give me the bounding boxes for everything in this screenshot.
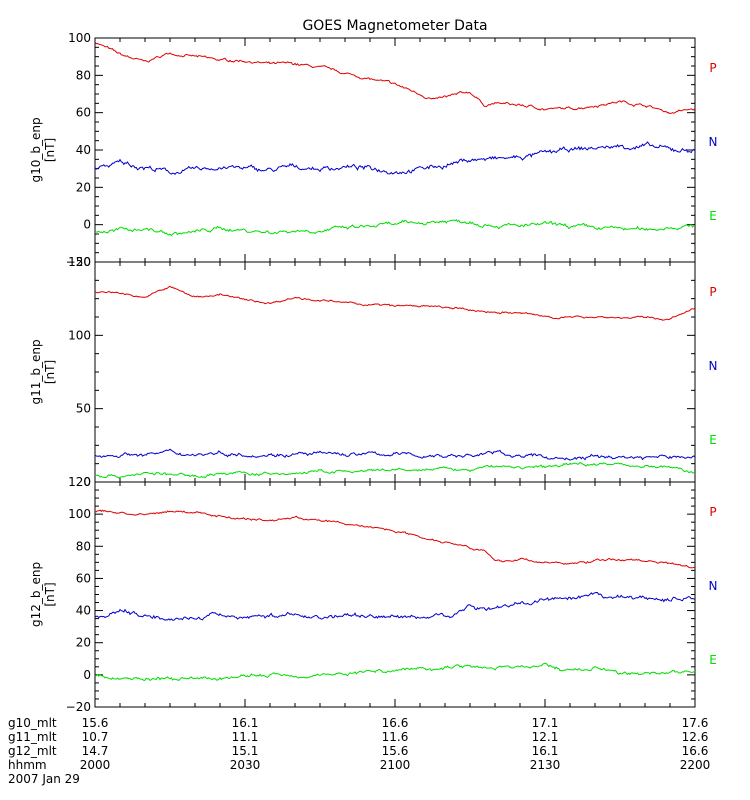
panel-1-ytick-label: 20 xyxy=(76,180,91,194)
panel-1-ytick-label: 100 xyxy=(68,31,91,45)
panel-1-ylabel: g10_b_enp xyxy=(29,117,43,182)
panel-2-ytick-label: 50 xyxy=(76,402,91,416)
panel-3-side-label-E: E xyxy=(709,653,717,667)
xrow-label-hhmm: hhmm xyxy=(8,758,47,772)
panel-2-ytick-label: 100 xyxy=(68,328,91,342)
xrow-g12_mlt-tick: 15.1 xyxy=(232,744,259,758)
xrow-hhmm-tick: 2000 xyxy=(80,758,111,772)
xrow-g11_mlt-tick: 12.6 xyxy=(682,730,709,744)
xrow-g11_mlt-tick: 12.1 xyxy=(532,730,559,744)
xrow-hhmm-tick: 2200 xyxy=(680,758,711,772)
date-label: 2007 Jan 29 xyxy=(8,772,80,786)
panel-1-yunit: [nT] xyxy=(43,138,57,162)
panel-2-frame xyxy=(94,261,696,483)
panel-1-ytick-label: 0 xyxy=(83,218,91,232)
panel-3-side-label-N: N xyxy=(709,579,718,593)
panel-2-yunit: [nT] xyxy=(43,360,57,384)
panel-3-series-E xyxy=(94,662,696,682)
xrow-hhmm-tick: 2100 xyxy=(380,758,411,772)
xrow-g12_mlt-tick: 14.7 xyxy=(82,744,109,758)
panel-1-series-P xyxy=(94,41,696,115)
xrow-g10_mlt-tick: 17.1 xyxy=(532,716,559,730)
xrow-g11_mlt-tick: 11.1 xyxy=(232,730,259,744)
xrow-hhmm-tick: 2130 xyxy=(530,758,561,772)
panel-3-frame xyxy=(94,481,696,708)
panel-2-side-label-N: N xyxy=(709,359,718,373)
xrow-g10_mlt-tick: 16.6 xyxy=(382,716,409,730)
xrow-g12_mlt-tick: 16.1 xyxy=(532,744,559,758)
xrow-g10_mlt-tick: 17.6 xyxy=(682,716,709,730)
panel-2-series-E xyxy=(94,461,696,479)
panel-1-ytick-label: 80 xyxy=(76,68,91,82)
panel-3-ytick-label: 100 xyxy=(68,507,91,521)
xrow-label-g10_mlt: g10_mlt xyxy=(8,716,57,730)
panel-3-ylabel: g12_b_enp xyxy=(29,562,43,627)
panel-2-series-N xyxy=(94,448,696,461)
xrow-g10_mlt-tick: 15.6 xyxy=(82,716,109,730)
xrow-g10_mlt-tick: 16.1 xyxy=(232,716,259,730)
panel-1-frame xyxy=(94,37,696,263)
panel-1-ytick-label: 60 xyxy=(76,106,91,120)
panel-2-ytick-label: 150 xyxy=(68,255,91,269)
panel-3-series-N xyxy=(94,591,696,621)
panel-1-side-label-P: P xyxy=(709,61,716,75)
panel-3-ytick-label: −20 xyxy=(66,700,91,714)
xrow-g12_mlt-tick: 15.6 xyxy=(382,744,409,758)
panel-1-series-N xyxy=(94,141,696,175)
panel-3-ytick-label: 20 xyxy=(76,636,91,650)
panel-2-side-label-E: E xyxy=(709,433,717,447)
xrow-hhmm-tick: 2030 xyxy=(230,758,261,772)
panel-3-ytick-label: 40 xyxy=(76,604,91,618)
panel-3-ytick-label: 0 xyxy=(83,668,91,682)
panel-3-ytick-label: 120 xyxy=(68,475,91,489)
xrow-label-g11_mlt: g11_mlt xyxy=(8,730,57,744)
xrow-g11_mlt-tick: 11.6 xyxy=(382,730,409,744)
panel-1-side-label-N: N xyxy=(709,135,718,149)
panel-3-yunit: [nT] xyxy=(43,582,57,606)
panel-3-ytick-label: 80 xyxy=(76,539,91,553)
panel-3-ytick-label: 60 xyxy=(76,571,91,585)
panel-1-ytick-label: −20 xyxy=(66,255,91,269)
xrow-label-g12_mlt: g12_mlt xyxy=(8,744,57,758)
panel-2-ylabel: g11_b_enp xyxy=(29,339,43,404)
panel-3-side-label-P: P xyxy=(709,505,716,519)
xrow-g11_mlt-tick: 10.7 xyxy=(82,730,109,744)
xrow-g12_mlt-tick: 16.6 xyxy=(682,744,709,758)
panel-2-side-label-P: P xyxy=(709,285,716,299)
chart-title: GOES Magnetometer Data xyxy=(302,18,487,34)
panel-2-ytick-label: 0 xyxy=(83,475,91,489)
panel-1-series-E xyxy=(94,219,696,237)
panel-2-series-P xyxy=(94,285,696,321)
panel-1-side-label-E: E xyxy=(709,209,717,223)
panel-1-ytick-label: 40 xyxy=(76,143,91,157)
panel-3-series-P xyxy=(94,509,696,569)
